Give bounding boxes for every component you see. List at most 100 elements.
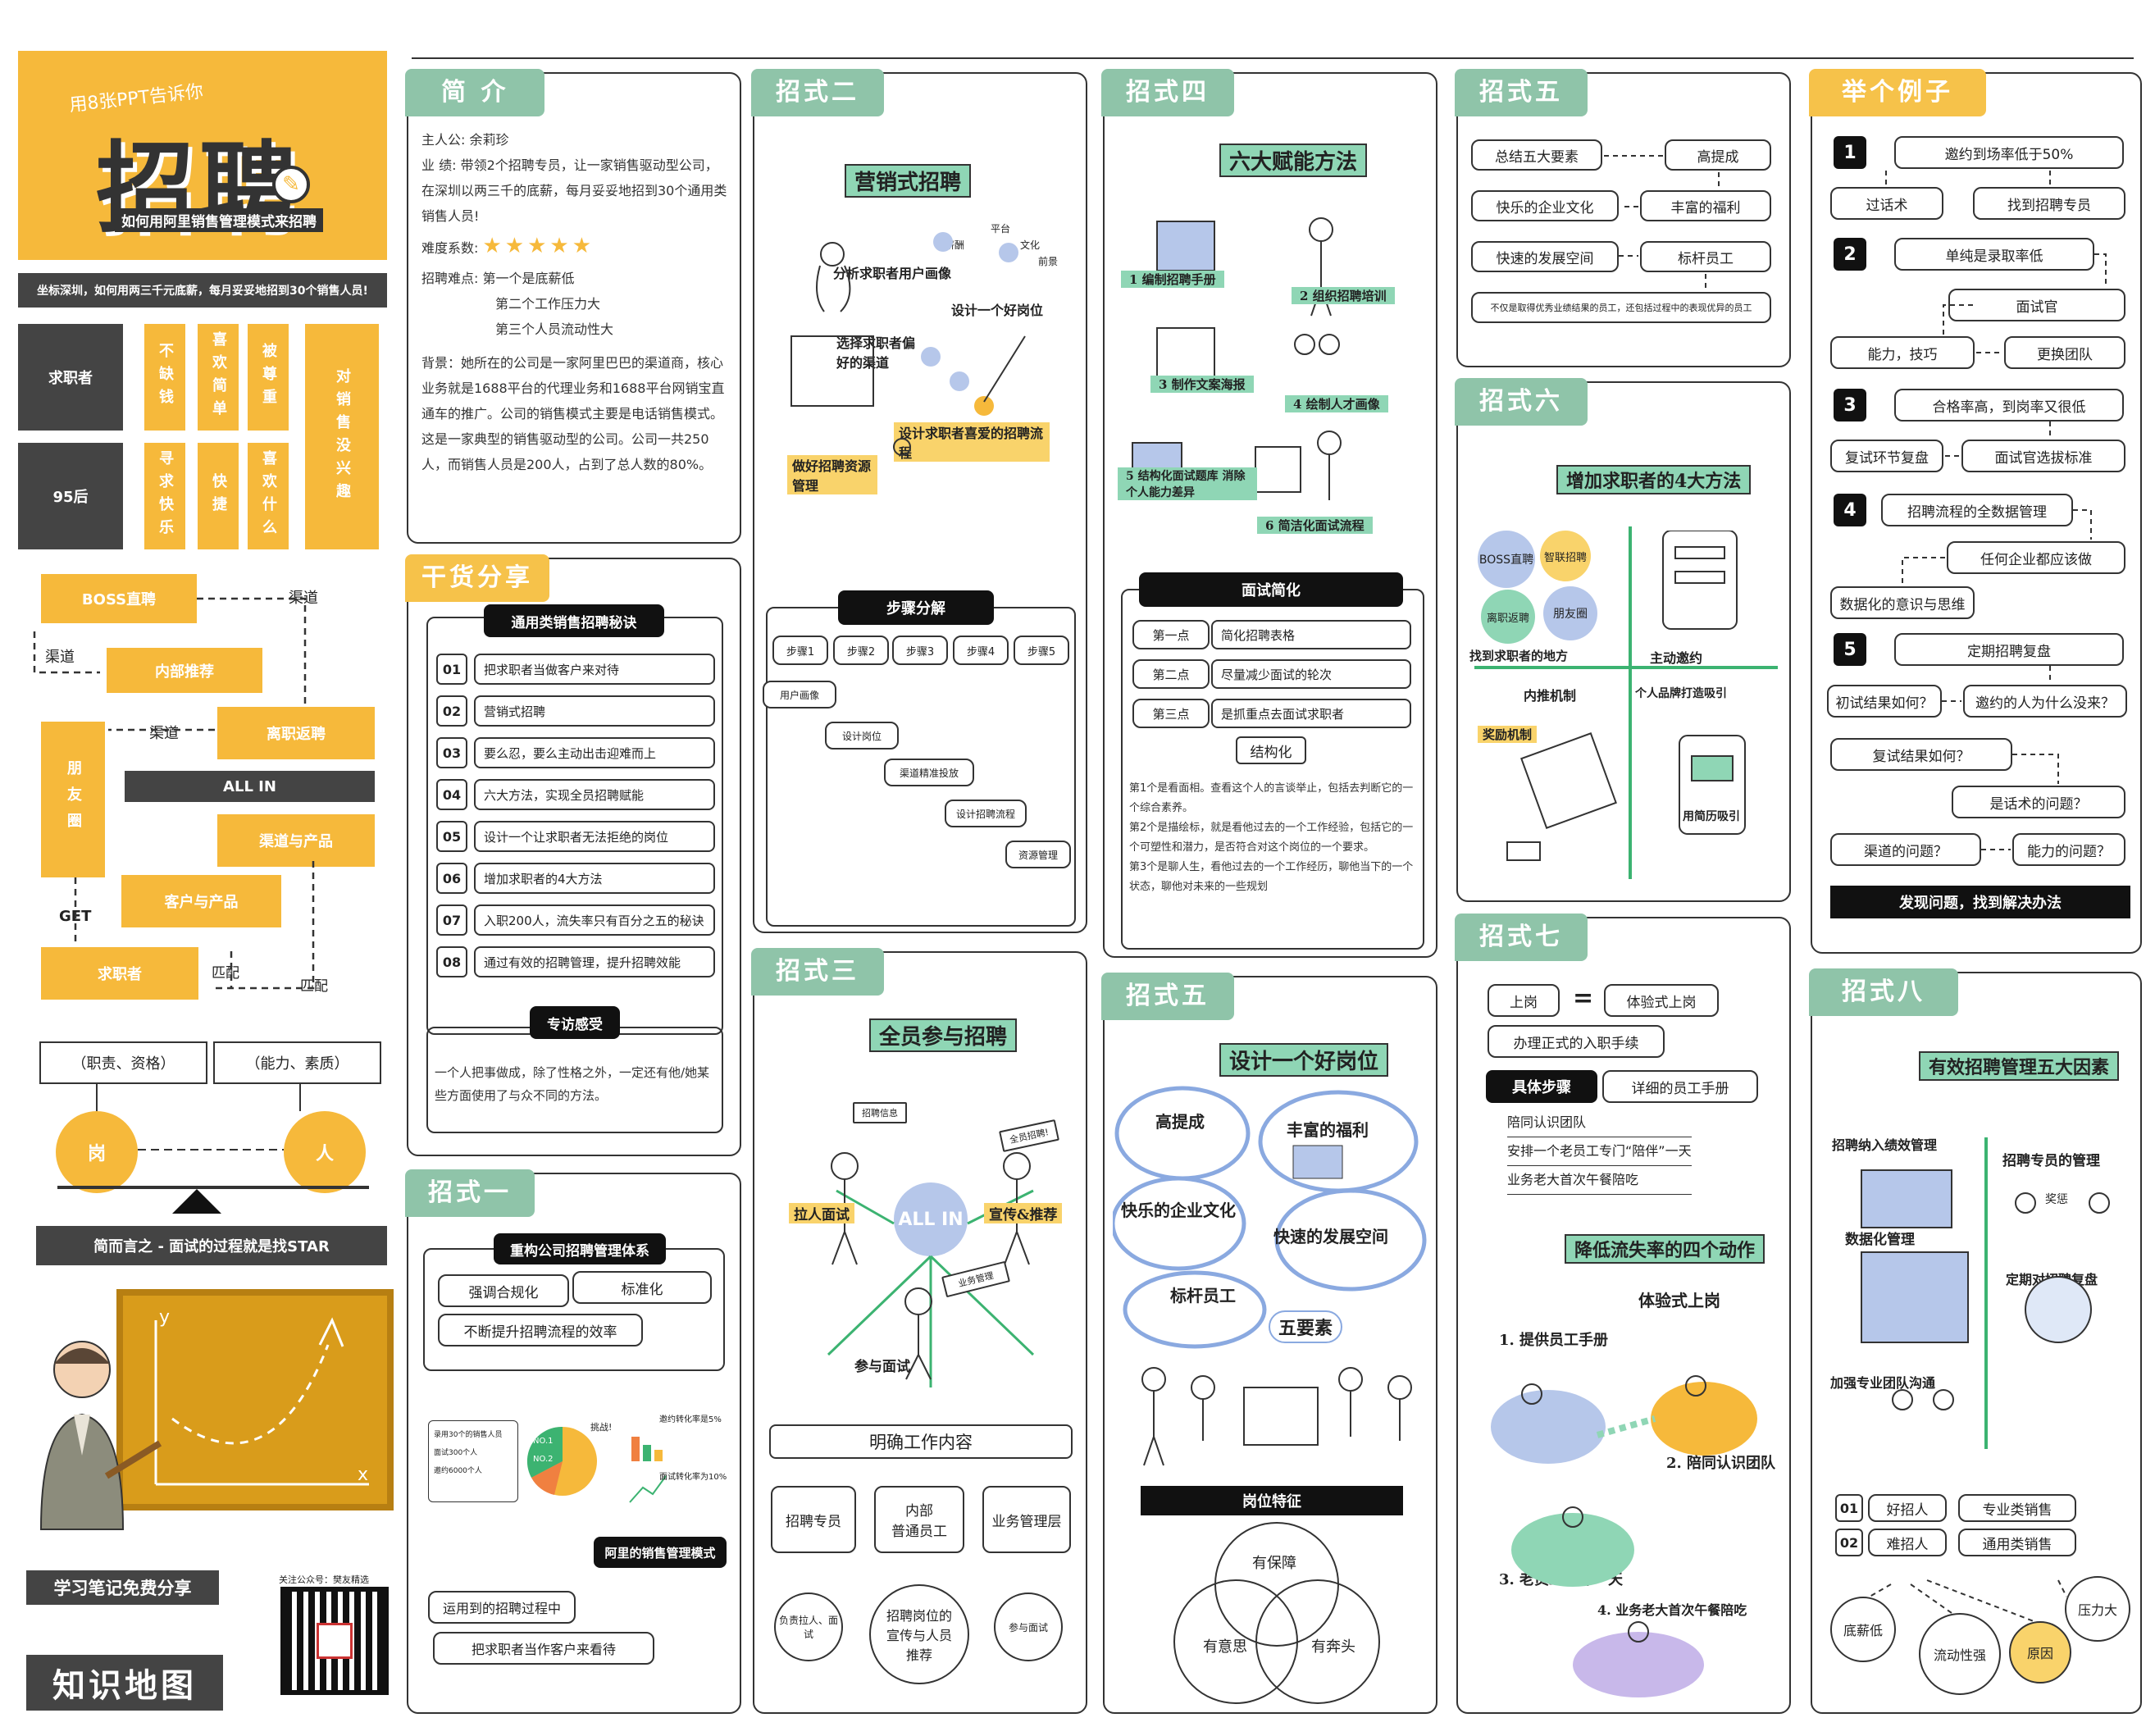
m7-list: 陪同认识团队 安排一个老员工专门“陪伴”一天 业务老大首次午餐陪吃 [1507,1109,1692,1195]
share-label: 学习笔记免费分享 [26,1570,219,1605]
goods-item-text: 六大方法，实现全员招聘赋能 [474,779,715,810]
ex-box: 复试环节复盘 [1830,440,1943,472]
ex-box: 能力的问题？ [2012,833,2125,866]
flow-boss: BOSS直聘 [41,574,197,623]
m6-quad: 找到求职者的地方 [1469,649,1569,663]
m7-step: 陪同认识团队 [1507,1109,1692,1137]
m7-steps-label: 具体步骤 [1486,1070,1597,1103]
feel-title: 专访感受 [530,1006,620,1039]
m8-kind-label: 好招人 [1868,1494,1947,1522]
m1-tab: 招式一 [405,1169,535,1217]
m5a-tab: 招式五 [1101,973,1234,1020]
m8-cause: 压力大 [2065,1576,2130,1642]
flow-channel-label: 渠道 [45,649,75,666]
m8-factor: 加强专业团队沟通 [1830,1375,1936,1391]
m8-kind-value: 通用类销售 [1958,1529,2076,1556]
m2-tag: 前景 [1038,256,1059,267]
m6-quad: 主动邀约 [1650,650,1703,666]
m1-bar-icon [631,1437,663,1461]
m7-manual: 详细的员工手册 [1602,1070,1758,1103]
m7-sub: 体验式上岗 [1638,1291,1720,1310]
ex-box: 数据化的意识与思维 [1830,586,1975,619]
row-label-95: 95后 [18,443,123,549]
m4-panel: 招式四 六大赋能方法 1 编制招聘手册 2 组织招聘培训 3 制作文案海报 4 … [1101,69,1437,958]
m6-bubble: 朋友圈 [1543,586,1597,640]
m6-bubble: 奖励机制 [1478,726,1538,743]
m8-reward: 奖惩 [2045,1193,2068,1206]
m5b-box: 标杆员工 [1640,241,1771,272]
difficulty-stars: ★★★★★ [482,234,595,258]
ex-question: 定期招聘复盘 [1894,633,2124,666]
star-bar: 简而言之 - 面试的过程就是找STAR [36,1226,387,1265]
pen-icon: ✎ [272,166,310,203]
flow-rehire: 离职返聘 [217,707,375,759]
goods-item-text: 营销式招聘 [474,695,715,727]
m8-factor: 招聘纳入绩效管理 [1832,1137,1938,1153]
m1-standard: 标准化 [572,1271,712,1304]
ex-question: 合格率高，到岗率又很低 [1894,389,2124,421]
m2-tag: 平台 [991,223,1011,235]
m3-role: 招聘专员 [771,1486,856,1553]
m4-desc: 第1个是看面相。查看这个人的言谈举止，包括去判断它的一个综合素养。 第2个是描绘… [1129,782,1414,893]
m5b-tab: 招式五 [1455,69,1588,116]
m5a-people [1141,1367,1412,1466]
m2-note: 分析求职者用户画像 [833,266,952,281]
m5a-post-title: 岗位特征 [1141,1486,1403,1515]
ex-box: 更换团队 [2004,336,2125,369]
m2-tab: 招式二 [751,69,884,116]
m1-efficiency: 不断提升招聘流程的效率 [438,1314,643,1346]
intro-panel: 简 介 主人公: 余莉珍 业 绩: 带领2个招聘专员，让一家销售驱动型公司，在深… [405,69,741,544]
m3-tab: 招式三 [751,948,884,996]
goods-item-text: 入职200人，流失率只有百分之五的秘诀 [474,904,715,936]
m7-onboard: 上岗 [1488,984,1560,1017]
flow-allin: ALL IN [125,771,375,802]
goods-item-number: 02 [436,695,467,727]
m5a-note: 快乐的企业文化 [1121,1201,1236,1220]
m5b-note: 不仅是取得优秀业绩结果的员工，还包括过程中的表现优异的员工 [1471,292,1771,323]
m4-point-value: 是抓重点去面试求职者 [1211,699,1411,728]
cover-subtitle: 如何用阿里销售管理模式来招聘 [115,208,323,232]
trait-cell: 喜欢什么 [248,443,289,549]
m2-step-result: 用户画像 [763,681,836,709]
m4-point-key: 第一点 [1132,620,1210,649]
ex-num: 2 [1834,238,1866,271]
m8-cause: 流动性强 [1919,1613,2001,1695]
m3-clarify: 明确工作内容 [769,1424,1073,1459]
ex-final: 发现问题，找到解决办法 [1830,886,2130,918]
m4-point-key: 第二点 [1132,659,1210,689]
scale-right-label: （能力、素质） [213,1041,381,1084]
ex-box: 面试官 [1948,289,2125,321]
board-x-label: x [358,1465,369,1485]
m3-duty: 负责拉人、面试 [774,1592,843,1661]
trait-cell: 快捷 [198,443,239,549]
m3-illustration [827,1152,1035,1387]
m7-action: 4. 业务老大首次午餐陪吃 [1597,1602,1747,1618]
goods-item-text: 要么忍，要么主动出击迎难而上 [474,737,715,768]
m6-illustration [1506,531,1746,861]
ex-question: 邀约到场率低于50% [1894,136,2124,169]
m4-tab: 招式四 [1101,69,1234,116]
m7-step: 安排一个老员工专门“陪伴”一天 [1507,1137,1692,1166]
cover: 用8张PPT告诉你 招聘 ✎ 如何用阿里销售管理模式来招聘 [18,51,387,260]
m4-point-value: 简化招聘表格 [1211,620,1411,649]
m3-duty: 参与面试 [994,1592,1063,1661]
m2-title: 营销式招聘 [845,164,972,198]
ex-box: 邀约的人为什么没来？ [1963,685,2127,718]
m1-line-icon [629,1475,667,1503]
flow-channel-product: 渠道与产品 [217,814,375,867]
m6-bubble: 智联招聘 [1540,531,1591,581]
m8-cause-arrows [1869,1579,2067,1622]
venn-label: 有意思 [1203,1638,1247,1656]
teacher-illustration [39,1341,162,1530]
m7-step: 业务老大首次午餐陪吃 [1507,1166,1692,1195]
flow-customer-product: 客户与产品 [121,875,281,927]
m6-quad: 内推机制 [1524,688,1577,704]
ex-box: 初试结果如何？ [1827,685,1942,718]
perf-label: 业 绩: [421,157,457,173]
m6-bubble: 用简历吸引 [1683,810,1740,823]
m3-allin: ALL IN [894,1182,968,1256]
m4-point-key: 第三点 [1132,699,1210,728]
m8-factor: 数据化管理 [1845,1232,1915,1248]
m4-struct: 结构化 [1236,736,1306,764]
ex-box: 任何企业都应该做 [1947,541,2125,574]
